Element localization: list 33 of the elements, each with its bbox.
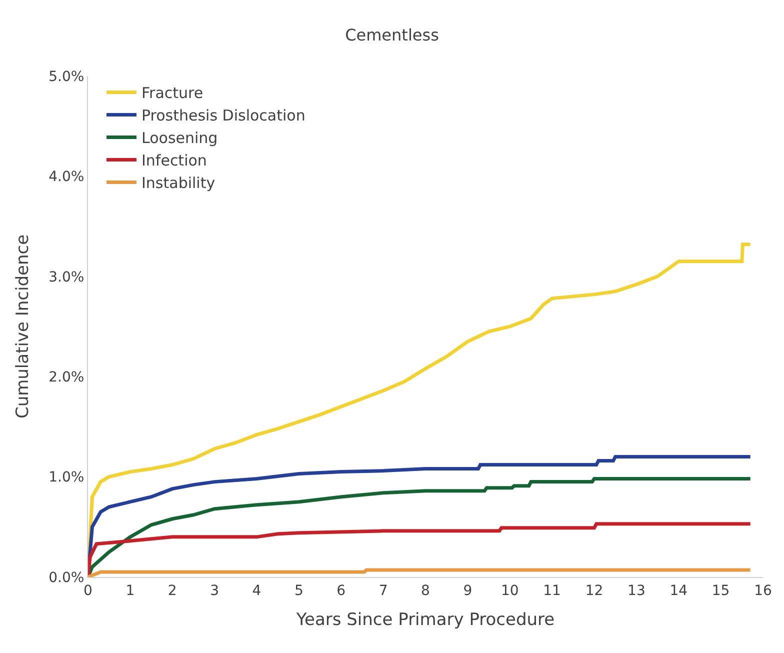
x-tick-label: 1: [126, 582, 135, 599]
legend-label: Infection: [142, 152, 207, 170]
x-tick-label: 4: [252, 582, 262, 599]
y-tick-label: 3.0%: [48, 269, 84, 286]
x-tick-label: 3: [210, 582, 220, 599]
legend-label: Fracture: [142, 84, 204, 102]
x-tick-label: 14: [670, 582, 688, 599]
x-tick-label: 12: [585, 582, 604, 599]
legend-label: Prosthesis Dislocation: [142, 106, 306, 125]
x-tick-label: 2: [168, 582, 177, 599]
x-tick-label: 6: [336, 582, 346, 599]
x-tick-label: 5: [294, 582, 304, 599]
x-tick-label: 11: [543, 582, 561, 599]
x-tick-label: 13: [628, 582, 646, 599]
x-tick-label: 10: [500, 582, 519, 599]
chart-title: Cementless: [345, 26, 439, 45]
x-axis-title: Years Since Primary Procedure: [295, 610, 555, 630]
x-tick-label: 9: [463, 582, 472, 599]
y-tick-label: 2.0%: [48, 370, 84, 386]
legend-label: Instability: [142, 174, 216, 192]
x-tick-label: 15: [712, 582, 730, 599]
x-tick-label: 16: [754, 582, 772, 599]
x-tick-label: 0: [84, 582, 92, 599]
x-tick-label: 7: [378, 582, 388, 599]
line-series: [88, 477, 752, 577]
line-series: [88, 522, 752, 577]
y-tick-label: 4.0%: [48, 169, 84, 186]
legend-label: Loosening: [142, 129, 218, 148]
y-axis-title: Cumulative Incidence: [13, 234, 34, 419]
y-tick-label: 0.0%: [48, 570, 84, 586]
y-tick-label: 5.0%: [48, 68, 84, 85]
x-tick-label: 8: [421, 582, 430, 599]
y-tick-label: 1.0%: [48, 470, 84, 486]
